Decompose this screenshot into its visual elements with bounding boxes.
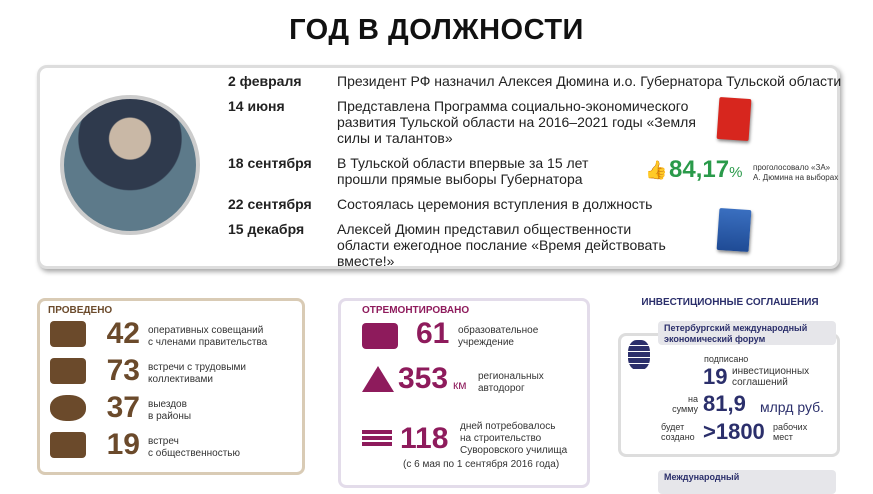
held-value: 37 xyxy=(106,391,140,424)
repaired-value: 353 xyxy=(398,362,449,395)
timeline-event: Алексей Дюмин представил общественности … xyxy=(337,221,666,269)
repaired-text: дней потребовалось xyxy=(460,421,556,432)
count-text: инвестиционных xyxy=(732,366,810,377)
timeline-date: 2 февраля xyxy=(228,73,302,89)
region-map-icon xyxy=(50,395,86,421)
count-text: соглашений xyxy=(732,377,788,388)
meeting-table-icon xyxy=(50,321,86,347)
brick-wall-icon xyxy=(362,430,392,446)
held-text: встречи с трудовыми xyxy=(148,362,246,373)
repaired-text: автодорог xyxy=(478,383,525,394)
sum-label: сумму xyxy=(672,404,698,414)
timeline-event: Президент РФ назначил Алексея Дюмина и.о… xyxy=(337,73,842,89)
repaired-text: на строительство xyxy=(460,433,542,444)
jobs-label: будет xyxy=(661,422,685,432)
timeline-event: Состоялась церемония вступления в должно… xyxy=(337,196,653,212)
held-value: 42 xyxy=(106,317,140,350)
invest-heading: ИНВЕСТИЦИОННЫЕ СОГЛАШЕНИЯ xyxy=(641,297,819,308)
program-booklet-image xyxy=(716,96,752,142)
page-title: ГОД В ДОЛЖНОСТИ xyxy=(289,14,584,46)
held-value: 73 xyxy=(106,354,140,387)
held-heading: ПРОВЕДЕНО xyxy=(48,305,113,316)
held-text: с общественностью xyxy=(148,448,240,459)
repaired-text: региональных xyxy=(478,371,544,382)
address-booklet-image xyxy=(716,207,752,253)
held-value: 19 xyxy=(106,428,140,461)
forum2-label: Международный xyxy=(658,470,836,494)
timeline-date: 18 сентября xyxy=(228,155,312,171)
held-text: встреч xyxy=(148,436,179,447)
repaired-value: 118 xyxy=(400,422,449,455)
repaired-text: Суворовского училища xyxy=(460,445,568,456)
held-text: оперативных совещаний xyxy=(148,325,264,336)
jobs-text: рабочих xyxy=(773,422,808,432)
held-text: выездов xyxy=(148,399,187,410)
audience-icon xyxy=(50,432,86,458)
vote-percent: 84,17 xyxy=(669,156,730,183)
held-text: с членами правительства xyxy=(148,337,268,348)
thumbs-up-icon: 👍 xyxy=(645,160,668,180)
governor-portrait xyxy=(60,95,200,235)
workers-icon xyxy=(50,358,86,384)
building-repair-icon xyxy=(362,323,398,349)
vote-unit: % xyxy=(729,164,743,181)
jobs-value: >1800 xyxy=(703,419,765,444)
sum-value: 81,9 xyxy=(703,391,746,416)
jobs-text: мест xyxy=(773,432,793,442)
sum-label: на xyxy=(688,394,698,404)
held-text: в районы xyxy=(148,411,192,422)
jobs-label: создано xyxy=(661,432,695,442)
vote-caption: проголосовало «ЗА» xyxy=(753,163,831,172)
held-text: коллективами xyxy=(148,374,213,385)
repaired-value: 61 xyxy=(416,317,450,350)
timeline-event: Представлена Программа социально-экономи… xyxy=(337,98,696,146)
coins-ruble-icon xyxy=(628,340,650,370)
timeline-date: 14 июня xyxy=(228,98,285,114)
forum-label: Петербургский международный экономически… xyxy=(658,321,836,345)
agreements-count: 19 xyxy=(703,364,728,389)
sum-unit: млрд руб. xyxy=(760,399,825,415)
timeline-date: 22 сентября xyxy=(228,196,312,212)
repaired-text: образовательное xyxy=(458,325,539,336)
timeline-date: 15 декабря xyxy=(228,221,305,237)
road-icon xyxy=(362,366,394,392)
signed-label: подписано xyxy=(704,354,749,364)
repaired-text: учреждение xyxy=(458,337,514,348)
timeline-event: В Тульской области впервые за 15 лет про… xyxy=(337,155,589,187)
repaired-note: (с 6 мая по 1 сентября 2016 года) xyxy=(403,459,560,470)
held-panel xyxy=(37,298,305,475)
repaired-heading: ОТРЕМОНТИРОВАНО xyxy=(362,305,470,316)
vote-caption: А. Дюмина на выборах xyxy=(753,173,839,182)
repaired-unit: км xyxy=(453,378,467,392)
